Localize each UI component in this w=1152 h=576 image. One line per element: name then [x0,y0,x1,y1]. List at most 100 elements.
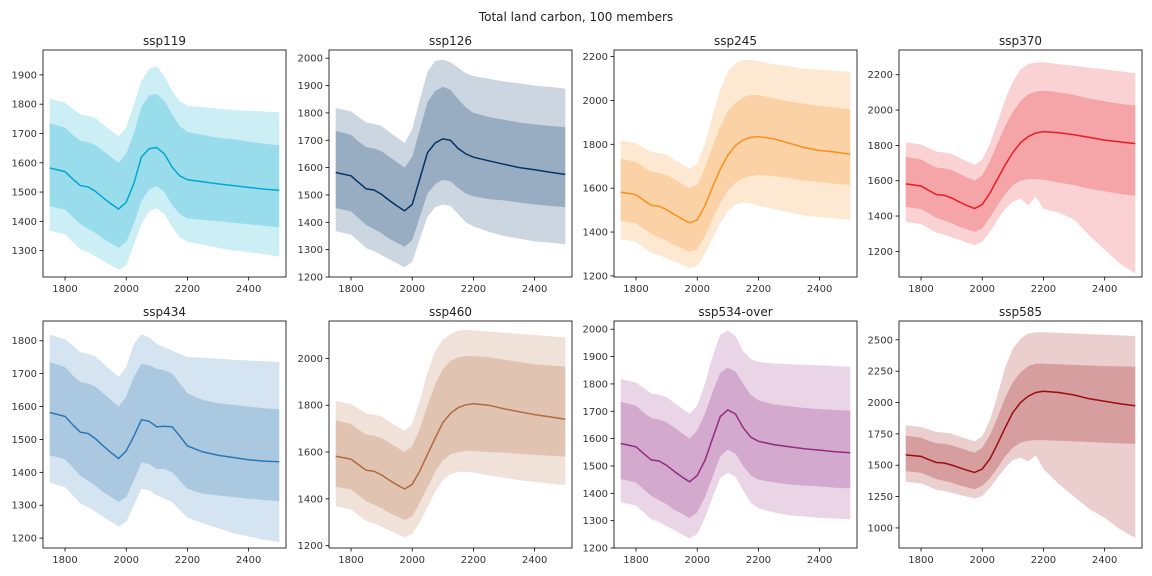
y-tick-label: 1600 [868,176,893,187]
y-tick-label: 1400 [12,468,37,479]
y-tick-label: 1500 [868,461,893,472]
y-tick-label: 1300 [12,246,37,257]
x-tick-label: 2000 [970,555,995,566]
y-tick-label: 1250 [868,492,893,503]
y-tick-label: 1400 [583,489,608,500]
y-tick-label: 1900 [583,352,608,363]
y-tick-label: 1800 [583,379,608,390]
panel-ssp534-over: ssp534-over 1800 2000 2200 2400 1200 1300 1400 1… [583,305,858,566]
x-tick-label: 2000 [400,555,425,566]
x-tick-label: 1800 [908,555,933,566]
y-tick-label: 1600 [12,402,37,413]
x-tick-label: 1800 [623,284,648,295]
x-tick-label: 2400 [1092,555,1117,566]
panel-title: ssp126 [429,34,472,48]
panel-title: ssp434 [143,305,186,319]
y-tick-label: 2000 [583,96,608,107]
x-tick-label: 2200 [746,555,771,566]
y-tick-label: 1200 [298,273,323,284]
y-tick-label: 1800 [298,401,323,412]
y-tick-label: 1200 [583,544,608,555]
plot-frame [328,320,573,549]
y-tick-label: 1400 [12,217,37,228]
plot-frame [42,49,287,278]
x-tick-label: 1800 [52,284,77,295]
panel-ssp460: ssp460 1800 2000 2200 2400 1200 1400 1600 1800 20… [298,305,573,566]
plot-frame [898,320,1143,549]
y-tick-label: 1200 [583,271,608,282]
x-tick-label: 2000 [970,284,995,295]
y-tick-label: 2000 [298,354,323,365]
y-tick-label: 2200 [868,70,893,81]
y-tick-label: 1900 [298,81,323,92]
x-tick-label: 2000 [400,284,425,295]
panel-title: ssp370 [999,34,1042,48]
y-tick-label: 1600 [583,184,608,195]
outer-band [49,334,280,543]
median-line [620,135,851,224]
plot-frame [328,49,573,278]
y-tick-label: 1700 [12,369,37,380]
y-tick-label: 1200 [12,534,37,545]
y-tick-label: 1300 [298,245,323,256]
median-line [335,138,566,212]
median-line [335,403,566,490]
x-tick-label: 1800 [338,284,363,295]
outer-band [335,329,566,538]
outer-band [49,66,280,270]
x-tick-label: 2400 [236,284,261,295]
inner-band [49,362,280,502]
y-tick-label: 1400 [298,494,323,505]
plot-frame [898,49,1143,278]
y-tick-label: 1300 [12,501,37,512]
x-tick-label: 2200 [461,555,486,566]
panel-ssp126: ssp126 1800 2000 2200 2400 1200 1300 1400 1500 16… [298,34,573,295]
median-line [49,411,280,463]
y-tick-label: 1800 [12,100,37,111]
outer-band [335,59,566,268]
median-line [905,390,1136,474]
y-tick-label: 1750 [868,429,893,440]
panel-ssp370: ssp370 1800 2000 2200 2400 1200 1400 1600 1800 20… [868,34,1143,295]
outer-band [905,332,1136,538]
y-tick-label: 1600 [298,448,323,459]
figure-title: Total land carbon, 100 members [478,10,674,24]
y-tick-label: 1700 [12,129,37,140]
y-tick-label: 2000 [298,54,323,65]
panel-title: ssp534-over [698,305,772,319]
x-tick-label: 2000 [114,284,139,295]
x-tick-label: 1800 [908,284,933,295]
x-tick-label: 2200 [746,284,771,295]
y-tick-label: 1800 [12,336,37,347]
panel-ssp585: ssp585 1800 2000 2200 2400 1000 1250 1500 1750 20… [868,305,1143,566]
x-tick-label: 2000 [114,555,139,566]
y-tick-label: 1600 [583,434,608,445]
inner-band [335,356,566,520]
x-tick-label: 2200 [1031,555,1056,566]
x-tick-label: 2400 [522,555,547,566]
x-tick-label: 2400 [807,284,832,295]
y-tick-label: 1800 [298,108,323,119]
y-tick-label: 2000 [868,398,893,409]
inner-band [905,90,1136,232]
panel-ssp119: ssp119 1800 2000 2200 2400 1300 1400 1500 1600 17… [12,34,287,295]
median-line [905,130,1136,210]
x-tick-label: 2400 [807,555,832,566]
x-tick-label: 2200 [175,555,200,566]
y-tick-label: 1400 [583,228,608,239]
x-tick-label: 2000 [685,555,710,566]
y-tick-label: 1400 [298,218,323,229]
median-line [49,146,280,210]
x-tick-label: 2400 [1092,284,1117,295]
x-tick-label: 1800 [338,555,363,566]
plot-frame [613,49,858,278]
y-tick-label: 1600 [12,158,37,169]
inner-band [620,367,851,518]
x-tick-label: 2400 [236,555,261,566]
y-tick-label: 1800 [583,140,608,151]
panel-title: ssp245 [714,34,757,48]
outer-band [620,330,851,539]
y-tick-label: 2250 [868,367,893,378]
